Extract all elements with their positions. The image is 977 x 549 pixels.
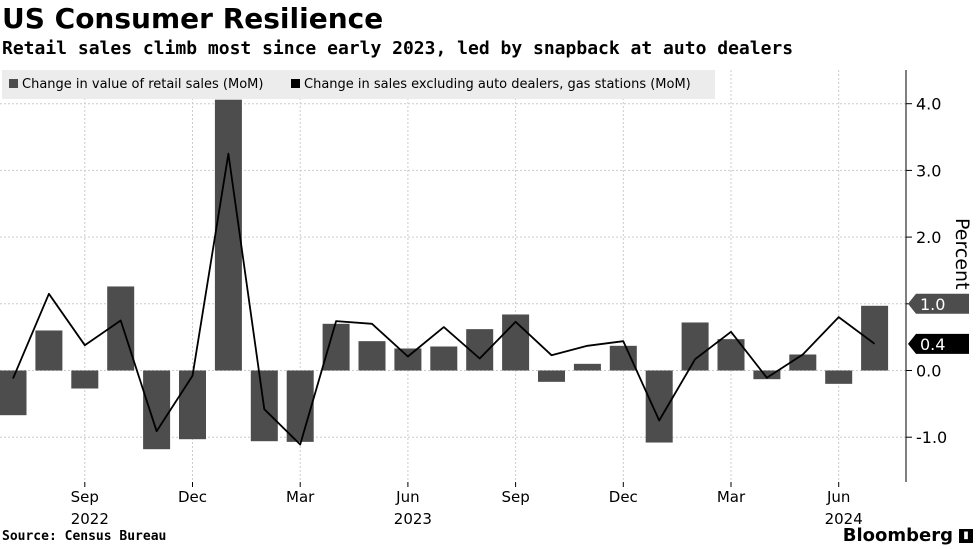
bar-retail-sales (143, 370, 171, 450)
last-value-label-retail: 1.0 (920, 295, 945, 314)
chart-area: 4.0 3.0 2.0 1.0 0.0 -1.0 Sep Dec Mar Jun Sep Dec Mar… (0, 70, 973, 528)
legend-swatch-line (291, 79, 300, 88)
y-tick-label: 3.0 (916, 161, 941, 180)
chart-subtitle: Retail sales climb most since early 2023… (2, 38, 794, 59)
bar-retail-sales (502, 314, 530, 371)
legend-label-retail: Change in value of retail sales (MoM) (22, 77, 263, 92)
bar-retail-sales (573, 363, 601, 371)
chart-title: US Consumer Resilience (2, 2, 384, 35)
bar-retail-sales (430, 346, 458, 371)
x-year-label: 2022 (71, 510, 109, 528)
y-tick-label: 4.0 (916, 95, 941, 114)
bar-retail-sales (107, 286, 135, 371)
y-tick-label: -1.0 (916, 428, 947, 447)
bloomberg-mark-icon: ▮ (959, 528, 973, 543)
bar-retail-sales (322, 323, 350, 371)
y-axis-title: Percent (951, 218, 973, 290)
bar-retail-sales (35, 330, 63, 371)
bar-retail-sales (358, 341, 386, 371)
legend-label-ex-auto: Change in sales excluding auto dealers, … (304, 77, 691, 92)
last-value-label-ex-auto: 0.4 (920, 335, 945, 354)
legend-background (2, 70, 715, 99)
x-tick-label: Sep (501, 488, 529, 506)
axis-layer: 4.0 3.0 2.0 1.0 0.0 -1.0 Sep Dec Mar Jun Sep Dec Mar… (71, 70, 973, 528)
x-tick-label: Mar (286, 488, 315, 506)
bar-retail-sales (538, 370, 565, 382)
line-ex-auto-gas (12, 152, 876, 446)
legend: Change in value of retail sales (MoM) Cha… (2, 70, 715, 99)
x-tick-label: Dec (609, 488, 638, 506)
y-tick-label: 0.0 (916, 362, 941, 381)
bar-retail-sales (286, 370, 314, 442)
x-year-label: 2024 (825, 510, 863, 528)
x-tick-label: Sep (71, 488, 99, 506)
x-tick-label: Mar (717, 488, 746, 506)
bar-retail-sales (609, 345, 637, 371)
bar-retail-sales (645, 370, 673, 443)
bar-retail-sales (179, 370, 206, 440)
bar-retail-sales (394, 348, 422, 371)
bar-retail-sales (681, 322, 709, 371)
legend-swatch-bar (9, 79, 18, 88)
bar-retail-sales (214, 99, 242, 371)
brand-name: Bloomberg (842, 525, 953, 546)
y-tick-label: 2.0 (916, 228, 941, 247)
bar-retail-sales (825, 370, 853, 384)
x-tick-label: Jun (395, 488, 419, 506)
line-layer (12, 152, 876, 446)
x-tick-label: Jun (826, 488, 850, 506)
x-year-label: 2023 (394, 510, 432, 528)
source-note: Source: Census Bureau (2, 529, 167, 544)
last-value-label-ex-auto-bg (908, 333, 969, 354)
bar-retail-sales (71, 370, 99, 389)
bar-retail-sales (753, 370, 781, 380)
bar-layer (0, 99, 889, 450)
last-value-label-retail-bg (908, 293, 969, 314)
bar-retail-sales (861, 305, 889, 371)
x-tick-label: Dec (178, 488, 207, 506)
bloomberg-logo: Bloomberg ▮ (843, 525, 973, 546)
bar-retail-sales (789, 354, 817, 371)
grid-layer (0, 70, 906, 482)
